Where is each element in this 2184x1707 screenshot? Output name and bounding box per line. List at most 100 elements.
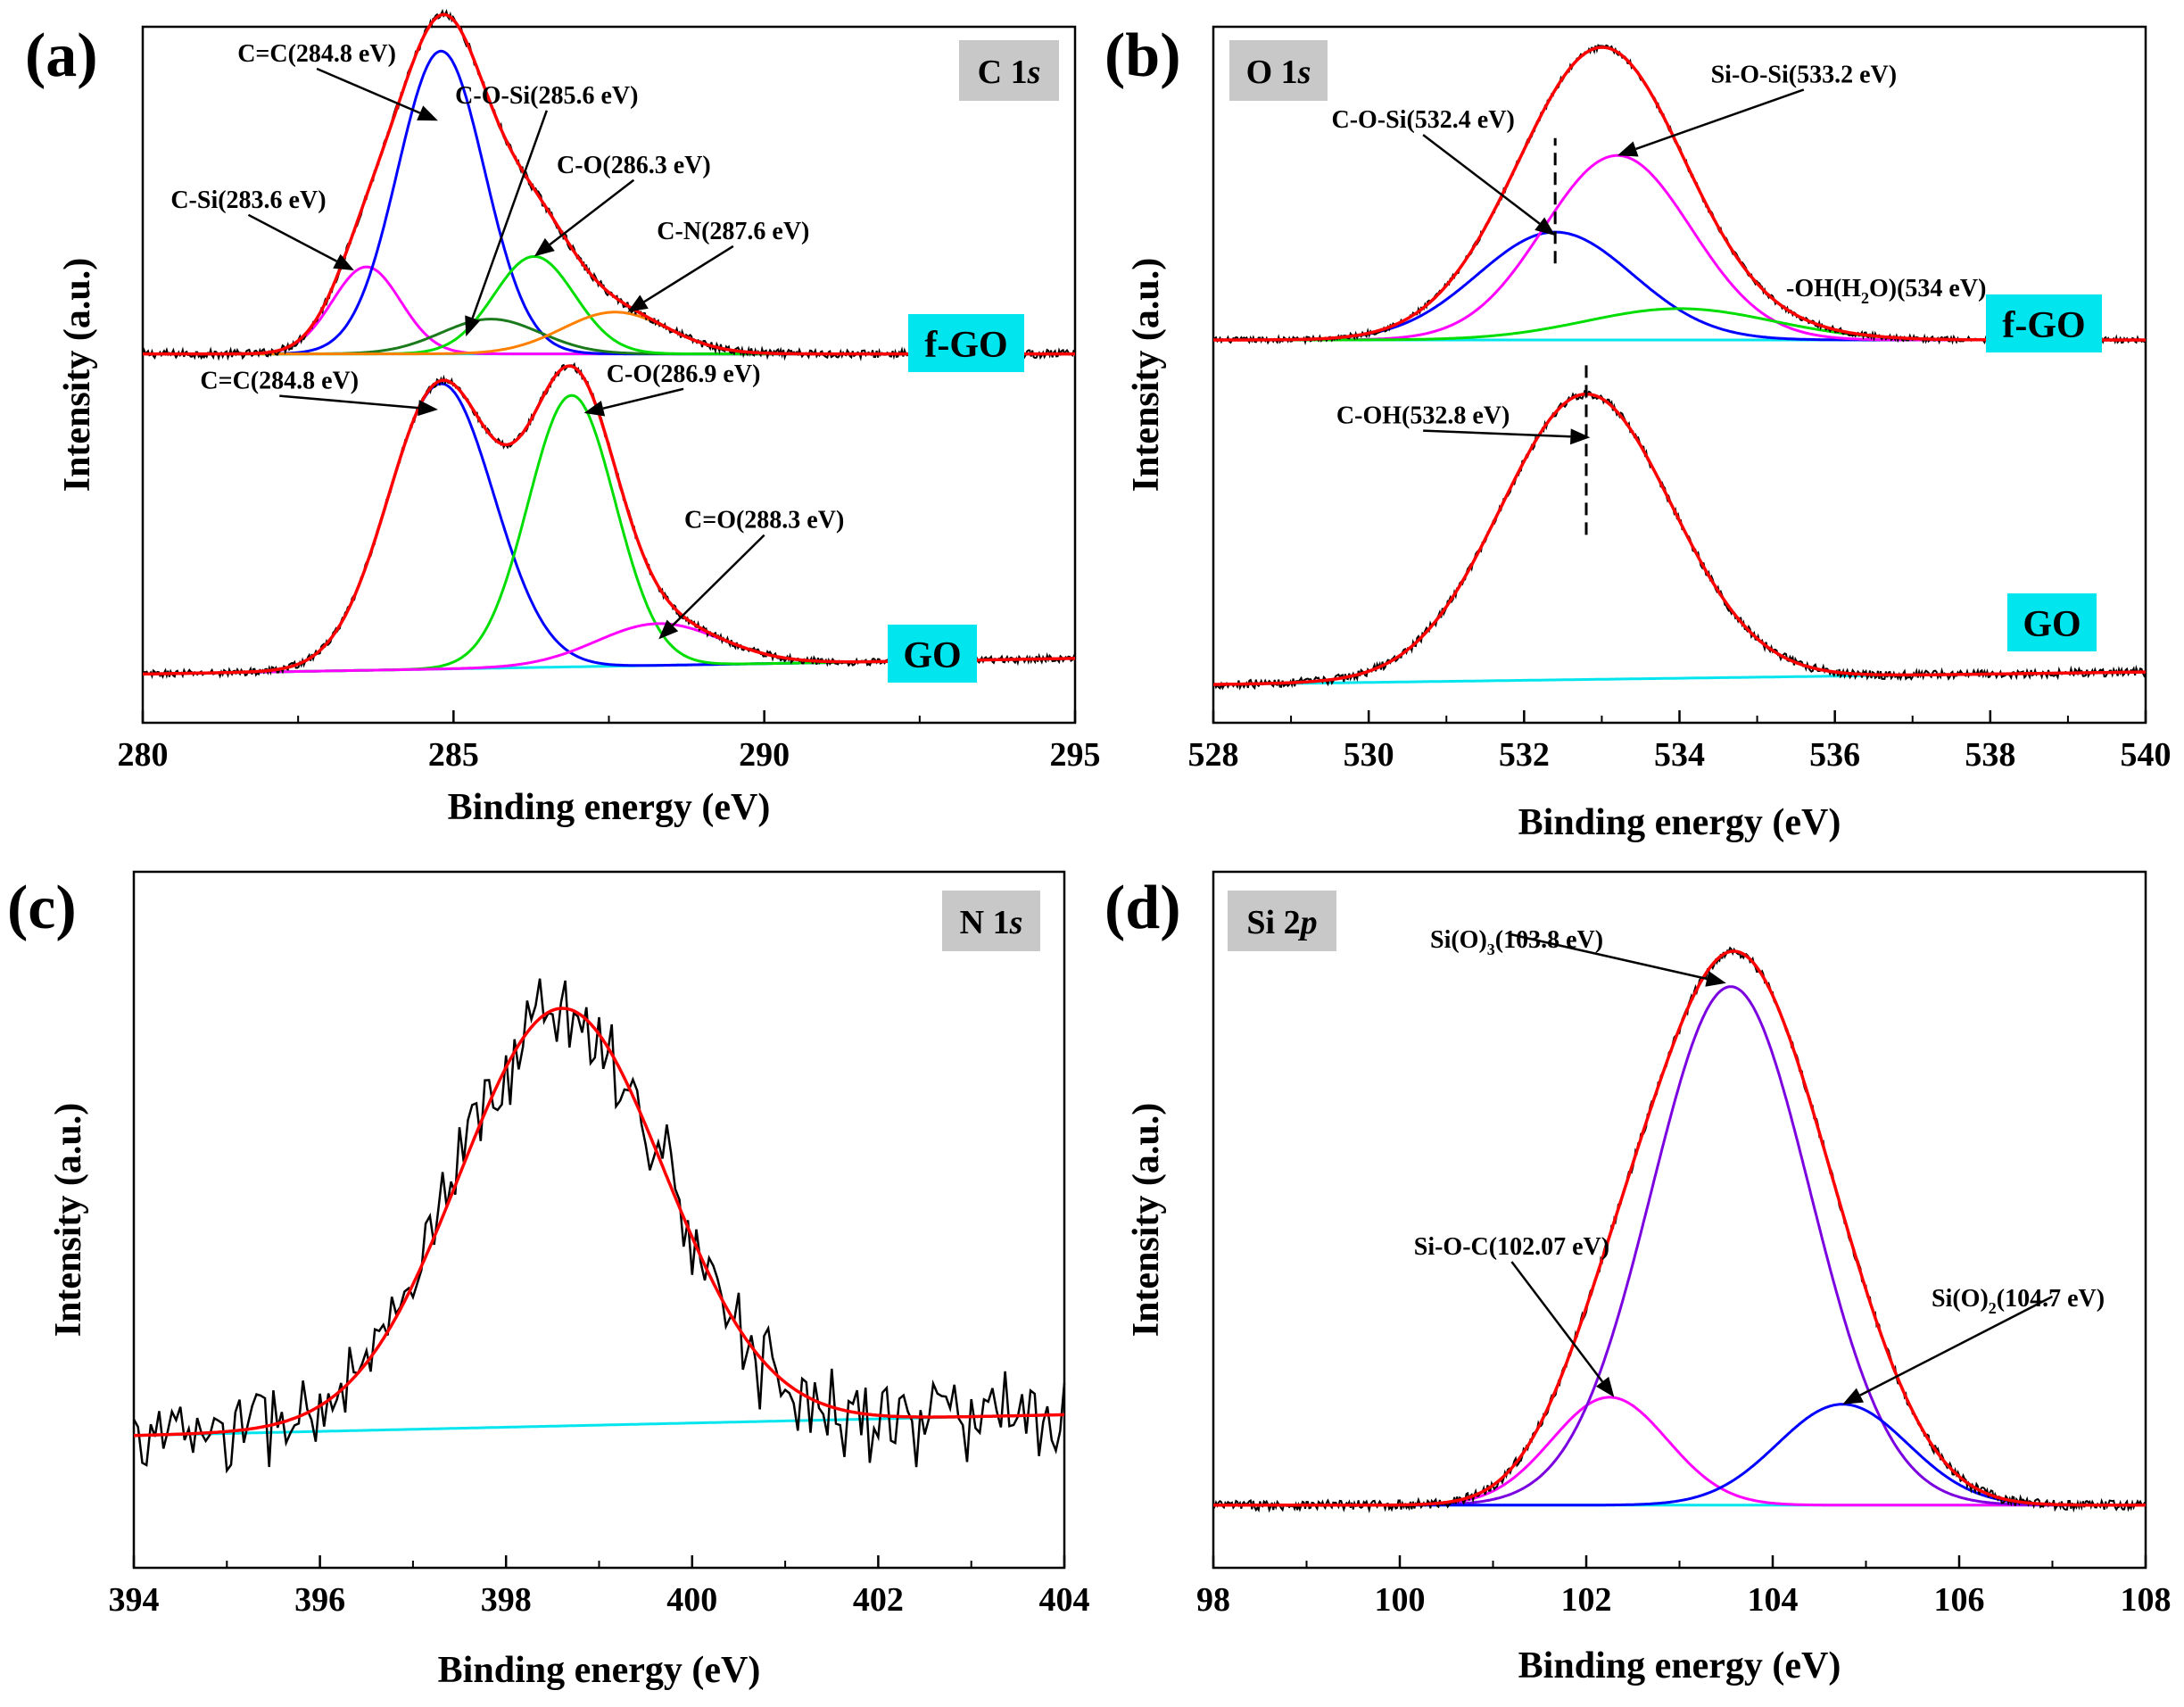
element-tag-base-a: C 1: [978, 54, 1028, 91]
annotation-oh-pre: -OH(H: [1786, 275, 1861, 302]
sample-label-box-a-bottom: [888, 625, 977, 683]
annotation-arrow-line: [1635, 88, 1805, 151]
element-tag-c: N 1s: [942, 891, 1040, 951]
plot-area-3: 98 100 102 104 106 108 Binding energy (eV) Inte…: [1126, 870, 2172, 1686]
element-tag-text-a: C 1s: [978, 54, 1041, 91]
annotation-arrow-line: [549, 178, 635, 245]
annotation-oh-sub: 2: [1861, 289, 1869, 307]
peak-annotation: C-OH(532.8 eV): [1336, 402, 1510, 430]
y-axis-label: Intensity (a.u.): [1126, 258, 1167, 493]
annotation-si-o2-sub: 2: [1989, 1299, 1997, 1317]
plot-frame: [1212, 870, 2147, 1570]
x-tick-label: 528: [1188, 736, 1239, 774]
element-tag-d: Si 2p: [1228, 891, 1336, 951]
panel-tag-a: (a): [25, 21, 98, 90]
x-tick-label: 102: [1561, 1581, 1612, 1619]
peak-annotation: Si-O-C(102.07 eV): [1414, 1233, 1609, 1261]
annotation-si-o3-pre: Si(O): [1430, 926, 1487, 954]
sample-label-b-top: f-GO: [1986, 294, 2102, 352]
annotation-arrow-head: [465, 315, 481, 337]
annotation-arrow-line: [471, 110, 549, 319]
panel-tag-c: (c): [7, 874, 77, 942]
x-axis-label: Binding energy (eV): [1518, 802, 1841, 843]
annotation-arrow-head: [1595, 1376, 1615, 1397]
envelope-fit: [134, 1007, 1064, 1438]
x-tick-label: 104: [1748, 1581, 1799, 1619]
envelope-fit: [1213, 949, 2146, 1507]
annotation-arrow-line: [1510, 1261, 1604, 1383]
plot-area-0: 280 285 290 295 Binding energy (eV) Intensity…: [57, 8, 1101, 828]
x-tick-label: 536: [1809, 736, 1860, 774]
annotation-arrow-head: [1535, 217, 1556, 236]
annotation-si-o3: Si(O)3(103.8 eV): [1430, 926, 1603, 958]
panel-a-c1s: 280 285 290 295 Binding energy (eV) Intensity…: [25, 8, 1101, 828]
sample-label-text-a-top: f-GO: [924, 325, 1007, 366]
annotation-arrow-line: [602, 387, 684, 410]
sample-label-a-bottom: GO: [888, 625, 977, 683]
peak-annotation: C-O-Si(532.4 eV): [1331, 106, 1514, 134]
x-tick-label: 530: [1344, 736, 1394, 774]
annotation-arrow-head: [418, 400, 438, 417]
element-tag-text-c: N 1s: [960, 904, 1023, 941]
element-tag-b: O 1s: [1229, 40, 1328, 101]
annotation-arrow-head: [627, 294, 649, 312]
panel-c-n1s: 394 396 398 400 402 404 Binding energy (eV) Int…: [7, 870, 1090, 1691]
annotation-si-o3-post: (103.8 eV): [1495, 926, 1603, 954]
sample-label-b-bottom: GO: [2007, 593, 2097, 651]
envelope-fit: [1213, 392, 2146, 686]
x-tick-label: 280: [118, 736, 169, 774]
annotation-arrow-line: [1422, 134, 1541, 225]
x-tick-label: 98: [1196, 1581, 1230, 1619]
x-axis-label: Binding energy (eV): [438, 1650, 761, 1691]
component-peak-si-o-c: [1213, 1396, 2146, 1507]
element-tag-text-d: Si 2p: [1246, 904, 1317, 941]
sample-label-box-a-top: [908, 314, 1024, 372]
x-tick-label: 398: [481, 1581, 532, 1619]
annotation-si-o2-pre: Si(O): [1932, 1285, 1989, 1313]
annotation-arrow-head: [534, 237, 555, 257]
element-tag-a: C 1s: [959, 40, 1059, 101]
plot-area-2: 394 396 398 400 402 404 Binding energy (eV) Int…: [48, 870, 1090, 1691]
x-tick-label: 540: [2121, 736, 2172, 774]
x-axis-label: Binding energy (eV): [448, 787, 771, 828]
x-tick-label: 532: [1499, 736, 1550, 774]
element-tag-italic-a: s: [1027, 54, 1041, 91]
raw-spectrum: [1212, 390, 2147, 691]
peak-annotation: C-Si(283.6 eV): [170, 186, 326, 214]
annotation-arrow-head: [1842, 1388, 1865, 1405]
x-axis-label: Binding energy (eV): [1518, 1645, 1841, 1686]
annotation-arrow-line: [247, 213, 337, 262]
peak-annotation: C=C(284.8 eV): [237, 40, 396, 68]
element-tag-base-b: O 1: [1246, 54, 1298, 91]
sample-label-box-b-top: [1986, 294, 2102, 352]
sample-label-a-top: f-GO: [908, 314, 1024, 372]
element-tag-box-c: [942, 891, 1040, 951]
component-peak-si-o-3: [1213, 985, 2146, 1507]
annotation-arrow-line: [672, 534, 765, 626]
element-tag-box-d: [1228, 891, 1336, 951]
x-tick-label: 534: [1654, 736, 1705, 774]
peak-annotation: C-O(286.3 eV): [557, 152, 711, 179]
annotation-arrow-head: [1705, 971, 1726, 987]
annotation-si-o2-post: (104.7 eV): [1997, 1285, 2105, 1313]
raw-spectrum: [132, 978, 1066, 1474]
element-tag-italic-d: p: [1298, 904, 1318, 941]
x-tick-label: 394: [109, 1581, 160, 1619]
x-tick-label: 396: [294, 1581, 345, 1619]
annotation-arrow-line: [316, 67, 421, 114]
plot-area-1: 528 530 532 534 536 538 540 Binding energy (eV)…: [1126, 25, 2172, 843]
peak-annotation: C=O(288.3 eV): [684, 507, 844, 534]
sample-label-text-b-top: f-GO: [2002, 305, 2085, 346]
x-tick-label: 100: [1375, 1581, 1426, 1619]
y-axis-label: Intensity (a.u.): [1126, 1103, 1167, 1338]
element-tag-base-d: Si 2: [1246, 904, 1300, 941]
annotation-arrow-line: [279, 394, 419, 410]
y-axis-label: Intensity (a.u.): [57, 258, 98, 493]
x-tick-label: 538: [1965, 736, 2015, 774]
element-tag-italic-c: s: [1009, 904, 1023, 941]
panel-tag-d: (d): [1104, 874, 1181, 942]
x-tick-label: 400: [666, 1581, 717, 1619]
x-tick-label: 402: [853, 1581, 904, 1619]
annotation-arrow-line: [1511, 933, 1708, 981]
element-tag-box-b: [1229, 40, 1328, 101]
